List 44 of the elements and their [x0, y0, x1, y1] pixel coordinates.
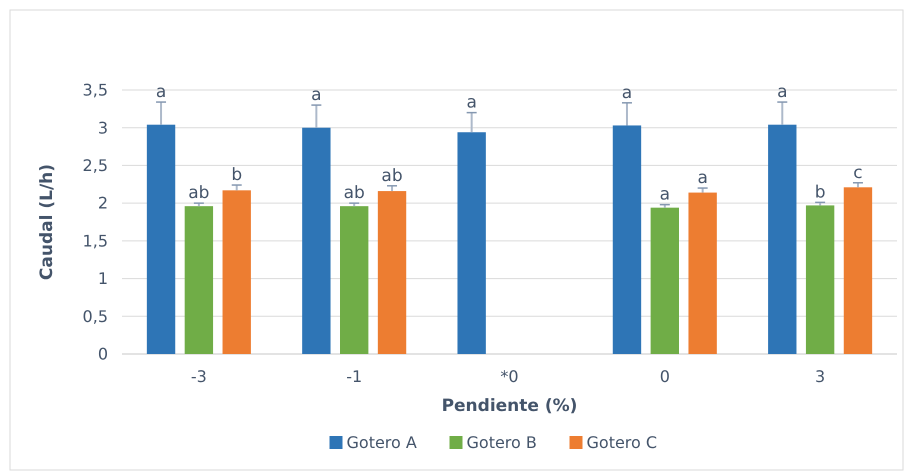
y-tick-label: 2,5: [82, 156, 108, 176]
bar: [650, 208, 679, 354]
legend-label: Gotero B: [466, 433, 537, 452]
data-label: a: [156, 82, 166, 102]
data-label: ab: [188, 183, 210, 204]
bar: [378, 191, 406, 354]
bar: [612, 125, 642, 354]
data-label: a: [622, 82, 632, 103]
x-axis-title: Pendiente (%): [442, 396, 578, 416]
data-label: a: [660, 184, 670, 205]
x-tick-label: 3: [815, 367, 826, 386]
data-label: b: [814, 182, 826, 202]
data-label: ab: [344, 183, 365, 204]
data-label: a: [311, 85, 322, 106]
bar: [457, 132, 486, 354]
legend-label: Gotero A: [346, 433, 417, 452]
y-tick-label: 3,5: [82, 80, 108, 100]
bar: [184, 206, 214, 354]
bar: [222, 190, 251, 354]
data-label: c: [853, 162, 863, 183]
bar: [844, 187, 872, 354]
y-tick-label: 1,5: [82, 231, 108, 250]
bar: [688, 192, 717, 354]
data-label: ab: [381, 166, 403, 186]
y-axis-title: Caudal (L/h): [37, 164, 57, 280]
bar: [340, 206, 368, 354]
x-tick-label: -1: [346, 367, 362, 386]
data-label: b: [231, 165, 242, 186]
bar: [806, 205, 834, 354]
bar: [302, 128, 331, 354]
x-tick-label: -3: [190, 367, 207, 386]
x-tick-label: *0: [500, 367, 519, 386]
legend-label: Gotero C: [586, 433, 658, 452]
y-tick-label: 3: [98, 118, 108, 138]
data-label: a: [697, 168, 708, 188]
y-tick-label: 0: [98, 344, 108, 364]
bar: [146, 124, 176, 354]
y-tick-label: 2: [98, 194, 108, 213]
y-tick-label: 1: [98, 269, 108, 288]
data-label: a: [777, 82, 788, 102]
data-label: a: [466, 92, 477, 113]
x-tick-label: 0: [660, 367, 670, 386]
bar: [768, 124, 796, 354]
y-tick-label: 0,5: [82, 306, 108, 326]
